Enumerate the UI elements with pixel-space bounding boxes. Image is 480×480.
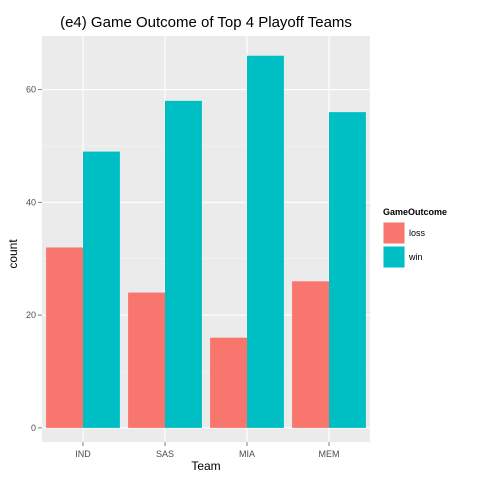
x-tick-label-ind: IND bbox=[75, 449, 91, 459]
x-tick-label-mem: MEM bbox=[319, 449, 340, 459]
bar-loss-ind bbox=[46, 247, 83, 428]
y-axis: 0 20 40 60 bbox=[26, 85, 42, 433]
bar-loss-mem bbox=[292, 281, 329, 428]
bars bbox=[46, 55, 366, 428]
chart-title: (e4) Game Outcome of Top 4 Playoff Teams bbox=[60, 14, 352, 31]
x-tick-label-sas: SAS bbox=[156, 449, 174, 459]
bar-loss-mia bbox=[210, 337, 247, 428]
y-tick-label: 40 bbox=[26, 197, 36, 207]
y-tick-label: 20 bbox=[26, 310, 36, 320]
bar-loss-sas bbox=[128, 292, 165, 428]
y-tick-label: 0 bbox=[31, 423, 36, 433]
bar-win-mia bbox=[247, 55, 284, 428]
legend-key-win bbox=[383, 246, 405, 268]
bar-win-ind bbox=[83, 151, 120, 428]
y-axis-title: count bbox=[6, 239, 20, 269]
x-axis-title: Team bbox=[191, 459, 220, 473]
legend-key-loss bbox=[383, 222, 405, 244]
bar-win-sas bbox=[165, 100, 202, 428]
x-axis: IND SAS MIA MEM bbox=[75, 442, 340, 459]
legend-label-loss: loss bbox=[409, 228, 426, 238]
y-tick-label: 60 bbox=[26, 85, 36, 95]
legend-label-win: win bbox=[408, 252, 423, 262]
legend-title: GameOutcome bbox=[383, 207, 447, 217]
bar-win-mem bbox=[329, 112, 366, 428]
x-tick-label-mia: MIA bbox=[239, 449, 255, 459]
legend: GameOutcome loss win bbox=[382, 207, 447, 269]
